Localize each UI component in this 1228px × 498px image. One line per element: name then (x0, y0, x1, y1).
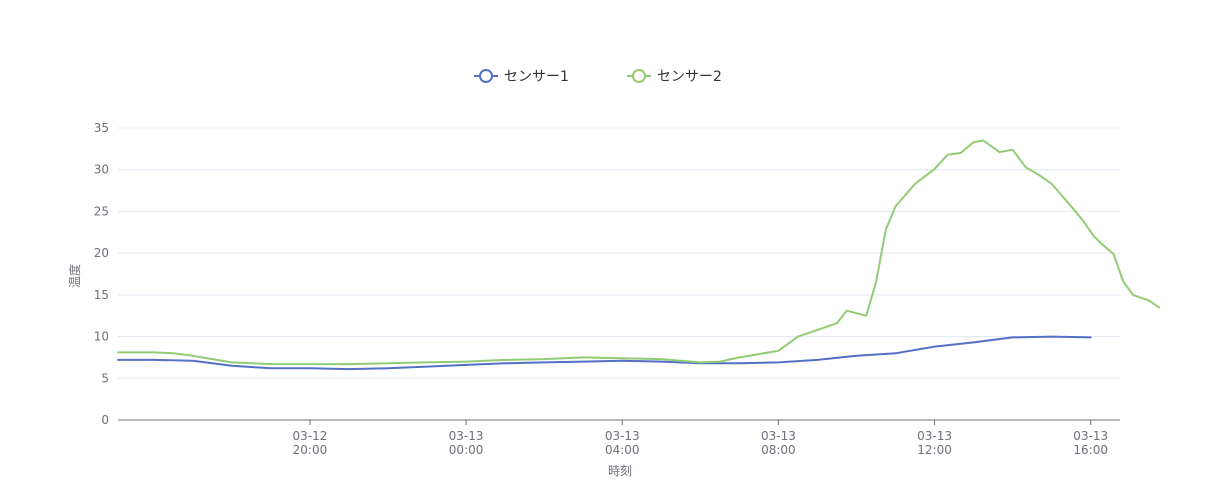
x-tick-label-date: 03-13 (1073, 429, 1108, 443)
x-tick-label-date: 03-13 (761, 429, 796, 443)
grid-lines (118, 127, 1120, 379)
legend-label: センサー2 (657, 69, 722, 85)
legend-circle-icon (632, 69, 646, 83)
x-tick-label-date: 03-12 (293, 429, 328, 443)
legend-circle-icon (479, 69, 493, 83)
y-tick-label: 10 (94, 330, 109, 344)
x-tick-label-date: 03-13 (449, 429, 484, 443)
x-tick-label-time: 08:00 (761, 443, 796, 457)
legend[interactable]: センサー1 センサー2 (474, 69, 722, 85)
x-tick-label-time: 20:00 (293, 443, 328, 457)
y-tick-label: 30 (94, 163, 109, 177)
legend-item-1[interactable]: センサー1 (474, 69, 569, 85)
x-axis-title: 時刻 (608, 464, 632, 478)
y-tick-label: 25 (94, 204, 109, 218)
y-tick-label: 20 (94, 246, 109, 260)
axes: 0510152025303503-1220:0003-1300:0003-130… (94, 121, 1120, 457)
y-tick-label: 5 (101, 371, 109, 385)
y-tick-label: 0 (101, 413, 109, 427)
series-line-2 (117, 139, 1160, 366)
x-tick-label-date: 03-13 (917, 429, 952, 443)
series-line-1 (117, 335, 1092, 371)
x-tick-label-date: 03-13 (605, 429, 640, 443)
x-tick-label-time: 00:00 (449, 443, 484, 457)
x-tick-label-time: 12:00 (917, 443, 952, 457)
legend-label: センサー1 (504, 69, 569, 85)
y-axis-title: 温度 (67, 264, 82, 288)
x-tick-label-time: 16:00 (1073, 443, 1108, 457)
legend-item-2[interactable]: センサー2 (627, 69, 722, 85)
y-tick-label: 15 (94, 288, 109, 302)
x-tick-label-time: 04:00 (605, 443, 640, 457)
y-tick-label: 35 (94, 121, 109, 135)
series-lines (117, 139, 1160, 371)
